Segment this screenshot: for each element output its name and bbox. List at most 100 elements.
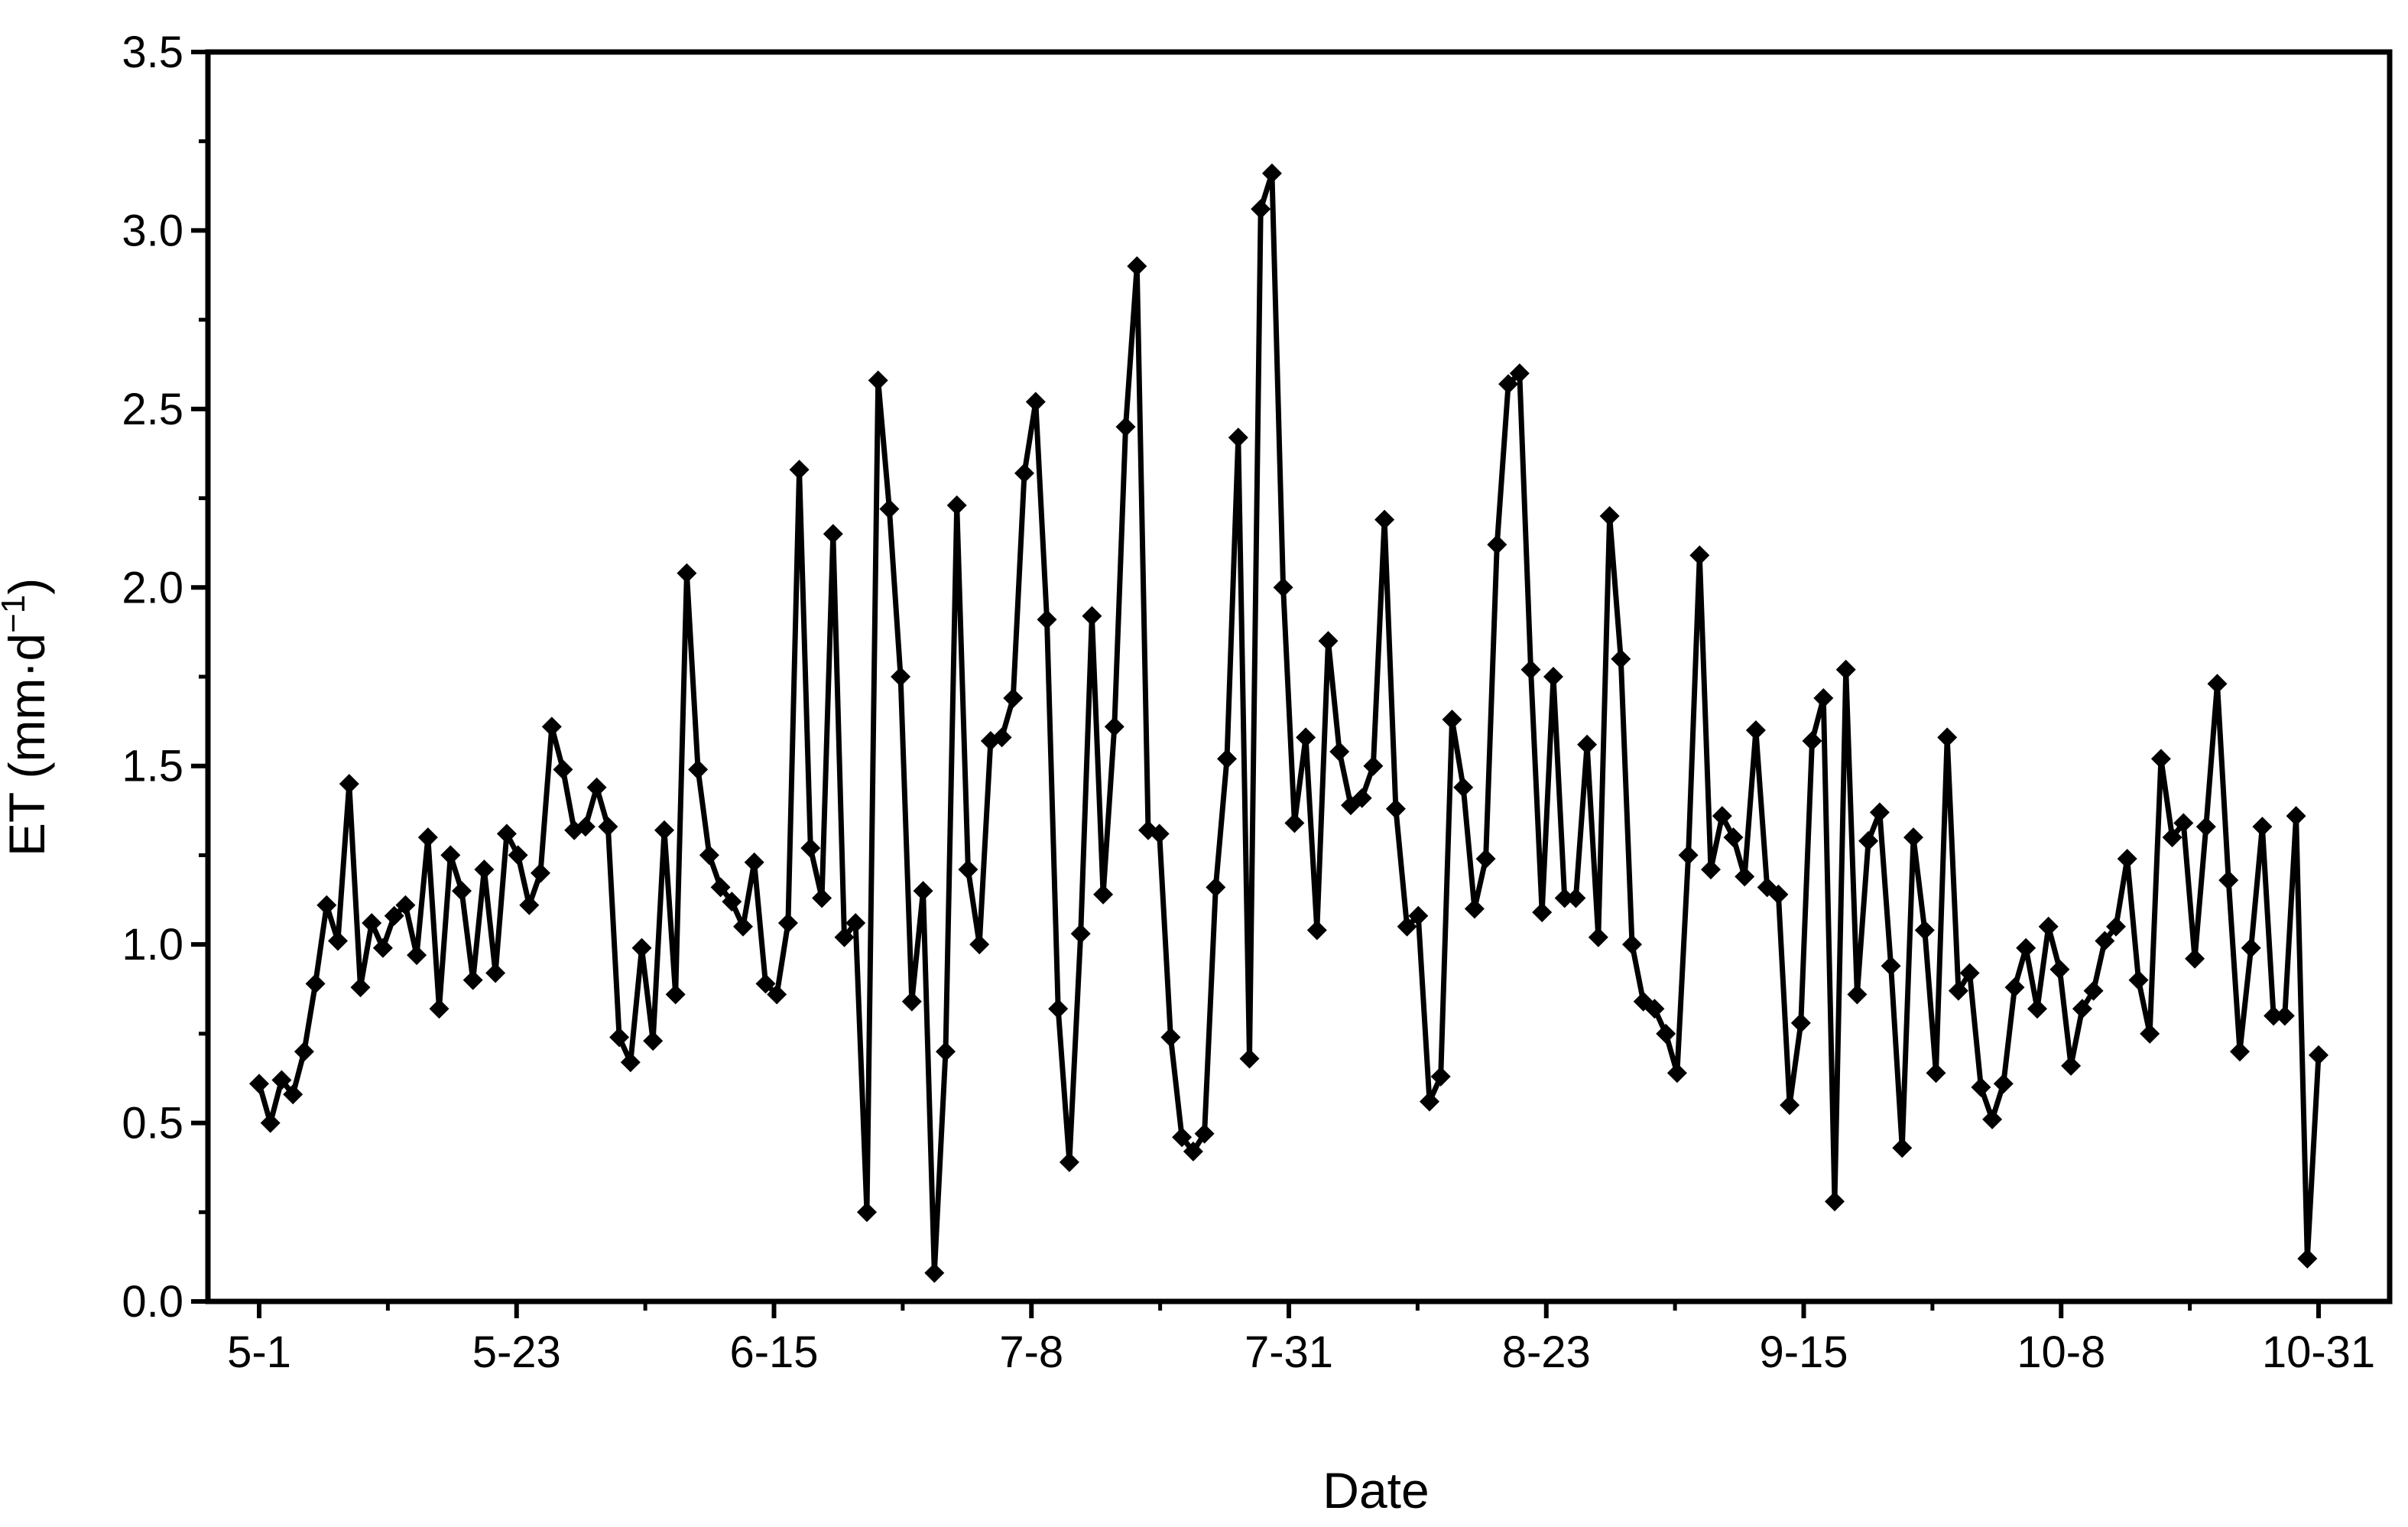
y-tick-label: 3.5	[122, 28, 183, 77]
data-point	[2162, 827, 2182, 848]
data-point	[508, 845, 528, 866]
data-point	[991, 727, 1012, 748]
data-point	[1588, 927, 1608, 947]
data-point	[1115, 417, 1136, 437]
data-point	[1217, 749, 1237, 769]
x-tick-label: 7-31	[1245, 1327, 1333, 1377]
data-point	[1037, 609, 1057, 630]
data-point	[1780, 1095, 1800, 1116]
data-point	[789, 460, 810, 480]
data-point	[462, 970, 483, 990]
y-axis-title-close: )	[0, 578, 55, 595]
data-point	[1689, 545, 1710, 566]
data-point	[755, 973, 776, 994]
data-point	[2286, 806, 2306, 827]
data-point	[1206, 877, 1226, 898]
data-point	[417, 827, 438, 848]
data-point	[1554, 888, 1575, 908]
x-tick-label: 10-31	[2262, 1327, 2375, 1377]
data-point	[609, 1027, 630, 1048]
data-point	[1543, 667, 1563, 687]
data-point	[1352, 788, 1372, 808]
data-point	[1712, 806, 1732, 827]
data-point	[654, 820, 674, 840]
data-point	[677, 563, 697, 583]
data-point	[1858, 830, 1879, 851]
data-point	[733, 916, 753, 937]
data-point	[1306, 920, 1327, 941]
data-point	[1003, 688, 1024, 708]
data-point	[1802, 731, 1822, 751]
data-point	[1971, 1077, 1991, 1097]
data-point	[2004, 977, 2025, 998]
data-point	[372, 937, 393, 958]
data-point	[2027, 999, 2047, 1019]
data-point	[1194, 1123, 1215, 1144]
data-point	[1678, 845, 1699, 866]
data-point	[328, 931, 348, 951]
data-point	[1183, 1141, 1203, 1161]
data-point	[845, 913, 866, 934]
data-point	[598, 817, 618, 837]
data-point	[2252, 817, 2273, 837]
data-point	[2128, 970, 2149, 990]
data-point	[339, 774, 359, 794]
et-series-markers	[249, 163, 2328, 1283]
data-point	[823, 524, 843, 544]
data-point	[688, 759, 709, 780]
y-axis-title-main: ET (mm·d	[0, 633, 55, 856]
data-point	[2106, 916, 2126, 937]
data-point	[541, 716, 562, 737]
data-point	[384, 905, 404, 926]
data-point	[1520, 659, 1541, 680]
data-point	[1127, 256, 1147, 277]
data-point	[1566, 888, 1586, 908]
data-point	[1251, 199, 1271, 219]
data-point	[857, 1202, 877, 1223]
data-point	[283, 1084, 303, 1105]
data-point	[1892, 1138, 1913, 1158]
data-point	[1420, 1091, 1439, 1112]
data-point	[946, 495, 967, 515]
x-tick-label: 5-23	[472, 1327, 561, 1377]
data-point	[1014, 463, 1034, 483]
data-point	[1577, 734, 1598, 755]
x-tick-label: 5-1	[227, 1327, 291, 1377]
data-point	[440, 845, 461, 866]
data-point	[1745, 720, 1766, 740]
data-point	[316, 895, 337, 915]
data-point	[901, 991, 922, 1012]
data-point	[1937, 727, 1958, 748]
data-point	[452, 881, 472, 902]
data-point	[1644, 999, 1665, 1019]
data-point	[474, 859, 495, 880]
data-point	[710, 877, 731, 898]
data-point	[395, 895, 416, 915]
data-point	[1408, 905, 1429, 926]
data-point	[1926, 1063, 1946, 1084]
data-point	[294, 1041, 314, 1062]
y-tick-label: 0.0	[122, 1277, 183, 1327]
data-point	[924, 1262, 945, 1283]
data-point	[643, 1031, 664, 1051]
data-point	[1318, 631, 1339, 651]
et-series-line	[256, 171, 2322, 1276]
x-axis-title: Date	[1322, 1462, 1429, 1519]
data-point	[1059, 1152, 1079, 1172]
data-point	[1611, 648, 1631, 669]
data-point	[1070, 924, 1091, 944]
y-axis: 0.0 0.5 1.0 1.5 2.0 2.5 3.0 3.5	[122, 28, 208, 1327]
data-point	[744, 852, 764, 872]
data-point	[1284, 813, 1305, 833]
data-point	[1374, 509, 1395, 530]
data-point	[496, 824, 517, 844]
y-tick-label: 3.0	[122, 206, 183, 255]
data-point	[2195, 817, 2216, 837]
data-point	[1442, 710, 1462, 729]
data-point	[2309, 1045, 2328, 1065]
data-point	[722, 892, 742, 912]
data-point	[1082, 606, 1102, 626]
x-tick-label: 9-15	[1759, 1327, 1848, 1377]
data-point	[1487, 534, 1507, 555]
